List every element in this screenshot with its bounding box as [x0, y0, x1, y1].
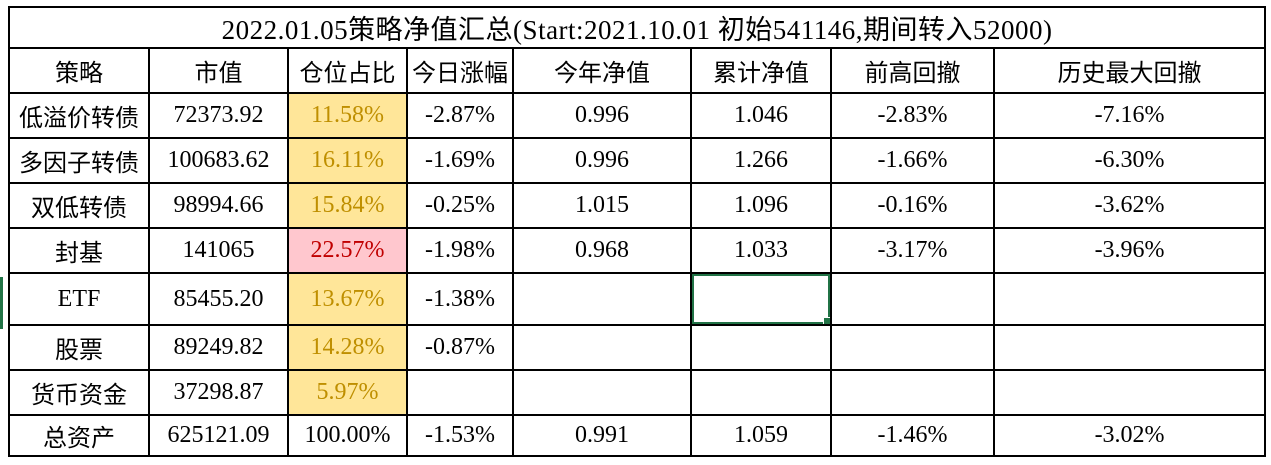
cell-r5c3[interactable]: -0.87% — [406, 324, 514, 371]
cell-r4c6[interactable] — [830, 272, 995, 326]
cell-r2c1[interactable]: 98994.66 — [148, 182, 289, 229]
fill-handle[interactable] — [823, 317, 829, 323]
cell-r0c6[interactable]: -2.83% — [830, 92, 995, 139]
column-header-7[interactable]: 历史最大回撤 — [992, 47, 1267, 94]
cell-r0c3[interactable]: -2.87% — [406, 92, 514, 139]
cell-r1c7[interactable]: -6.30% — [992, 137, 1267, 184]
cell-r4c3[interactable]: -1.38% — [406, 272, 514, 326]
column-header-5[interactable]: 累计净值 — [690, 47, 832, 94]
selected-cell-border — [693, 275, 829, 323]
cell-r7c6[interactable]: -1.46% — [830, 414, 995, 457]
column-header-6[interactable]: 前高回撤 — [830, 47, 995, 94]
cell-r7c3[interactable]: -1.53% — [406, 414, 514, 457]
cell-r4c7[interactable] — [992, 272, 1267, 326]
cell-r3c2[interactable]: 22.57% — [287, 227, 408, 274]
cell-r1c1[interactable]: 100683.62 — [148, 137, 289, 184]
strategy-name-cell[interactable]: 双低转债 — [8, 182, 150, 229]
cell-r7c5[interactable]: 1.059 — [690, 414, 832, 457]
cell-r7c4[interactable]: 0.991 — [512, 414, 692, 457]
cell-r5c7[interactable] — [992, 324, 1267, 371]
cell-r6c7[interactable] — [992, 369, 1267, 416]
cell-r3c3[interactable]: -1.98% — [406, 227, 514, 274]
cell-r0c5[interactable]: 1.046 — [690, 92, 832, 139]
table-row: 低溢价转债 72373.92 11.58% -2.87% 0.996 1.046 -2.83… — [8, 92, 1267, 139]
cell-r1c6[interactable]: -1.66% — [830, 137, 995, 184]
cell-r3c1[interactable]: 141065 — [148, 227, 289, 274]
cell-r1c2[interactable]: 16.11% — [287, 137, 408, 184]
table-row: 货币资金 37298.87 5.97% — [8, 369, 1267, 416]
strategy-name-cell[interactable]: 货币资金 — [8, 369, 150, 416]
cell-r6c2[interactable]: 5.97% — [287, 369, 408, 416]
strategy-name-cell[interactable]: ETF — [8, 272, 150, 326]
column-header-3[interactable]: 今日涨幅 — [406, 47, 514, 94]
strategy-name-cell[interactable]: 多因子转债 — [8, 137, 150, 184]
cell-r7c2[interactable]: 100.00% — [287, 414, 408, 457]
cell-r5c5[interactable] — [690, 324, 832, 371]
selected-row-indicator — [0, 277, 3, 329]
cell-r4c2[interactable]: 13.67% — [287, 272, 408, 326]
table-title[interactable]: 2022.01.05策略净值汇总(Start:2021.10.01 初始5411… — [7, 6, 1267, 49]
strategy-name-cell[interactable]: 总资产 — [8, 414, 150, 457]
cell-r3c6[interactable]: -3.17% — [830, 227, 995, 274]
column-header-1[interactable]: 市值 — [148, 47, 289, 94]
cell-r2c3[interactable]: -0.25% — [406, 182, 514, 229]
table-row: 封基 141065 22.57% -1.98% 0.968 1.033 -3.17% -3.9… — [8, 227, 1267, 274]
table-body: 低溢价转债 72373.92 11.58% -2.87% 0.996 1.046 -2.83… — [8, 92, 1267, 457]
cell-r3c4[interactable]: 0.968 — [512, 227, 692, 274]
table-row: 双低转债 98994.66 15.84% -0.25% 1.015 1.096 -0.16%… — [8, 182, 1267, 229]
cell-r2c5[interactable]: 1.096 — [690, 182, 832, 229]
cell-r5c1[interactable]: 89249.82 — [148, 324, 289, 371]
strategy-name-cell[interactable]: 股票 — [8, 324, 150, 371]
strategy-name-cell[interactable]: 封基 — [8, 227, 150, 274]
table-row: 多因子转债 100683.62 16.11% -1.69% 0.996 1.266 -1.6… — [8, 137, 1267, 184]
cell-r2c7[interactable]: -3.62% — [992, 182, 1267, 229]
cell-r5c2[interactable]: 14.28% — [287, 324, 408, 371]
cell-r6c6[interactable] — [830, 369, 995, 416]
cell-r6c4[interactable] — [512, 369, 692, 416]
header-row: 策略 市值 仓位占比 今日涨幅 今年净值 累计净值 前高回撤 历史最大回撤 — [8, 47, 1267, 94]
cell-r2c6[interactable]: -0.16% — [830, 182, 995, 229]
cell-r1c4[interactable]: 0.996 — [512, 137, 692, 184]
cell-r0c7[interactable]: -7.16% — [992, 92, 1267, 139]
cell-r6c5[interactable] — [690, 369, 832, 416]
cell-r3c7[interactable]: -3.96% — [992, 227, 1267, 274]
strategy-name-cell[interactable]: 低溢价转债 — [8, 92, 150, 139]
cell-r4c4[interactable] — [512, 272, 692, 326]
cell-r0c4[interactable]: 0.996 — [512, 92, 692, 139]
column-header-0[interactable]: 策略 — [8, 47, 150, 94]
cell-r5c4[interactable] — [512, 324, 692, 371]
cell-r2c4[interactable]: 1.015 — [512, 182, 692, 229]
cell-r1c5[interactable]: 1.266 — [690, 137, 832, 184]
column-header-2[interactable]: 仓位占比 — [287, 47, 408, 94]
cell-r2c2[interactable]: 15.84% — [287, 182, 408, 229]
cell-r0c2[interactable]: 11.58% — [287, 92, 408, 139]
strategy-nav-summary-table: 2022.01.05策略净值汇总(Start:2021.10.01 初始5411… — [7, 6, 1267, 457]
cell-r5c6[interactable] — [830, 324, 995, 371]
table-row: 总资产 625121.09 100.00% -1.53% 0.991 1.059 -1.46… — [8, 414, 1267, 457]
table-row: ETF 85455.20 13.67% -1.38% — [8, 272, 1267, 326]
cell-r4c1[interactable]: 85455.20 — [148, 272, 289, 326]
cell-r4c5[interactable] — [690, 272, 832, 326]
cell-r7c1[interactable]: 625121.09 — [148, 414, 289, 457]
column-header-4[interactable]: 今年净值 — [512, 47, 692, 94]
cell-r6c1[interactable]: 37298.87 — [148, 369, 289, 416]
title-row: 2022.01.05策略净值汇总(Start:2021.10.01 初始5411… — [7, 6, 1267, 49]
cell-r1c3[interactable]: -1.69% — [406, 137, 514, 184]
cell-r3c5[interactable]: 1.033 — [690, 227, 832, 274]
cell-r0c1[interactable]: 72373.92 — [148, 92, 289, 139]
cell-r7c7[interactable]: -3.02% — [992, 414, 1267, 457]
table-row: 股票 89249.82 14.28% -0.87% — [8, 324, 1267, 371]
cell-r6c3[interactable] — [406, 369, 514, 416]
